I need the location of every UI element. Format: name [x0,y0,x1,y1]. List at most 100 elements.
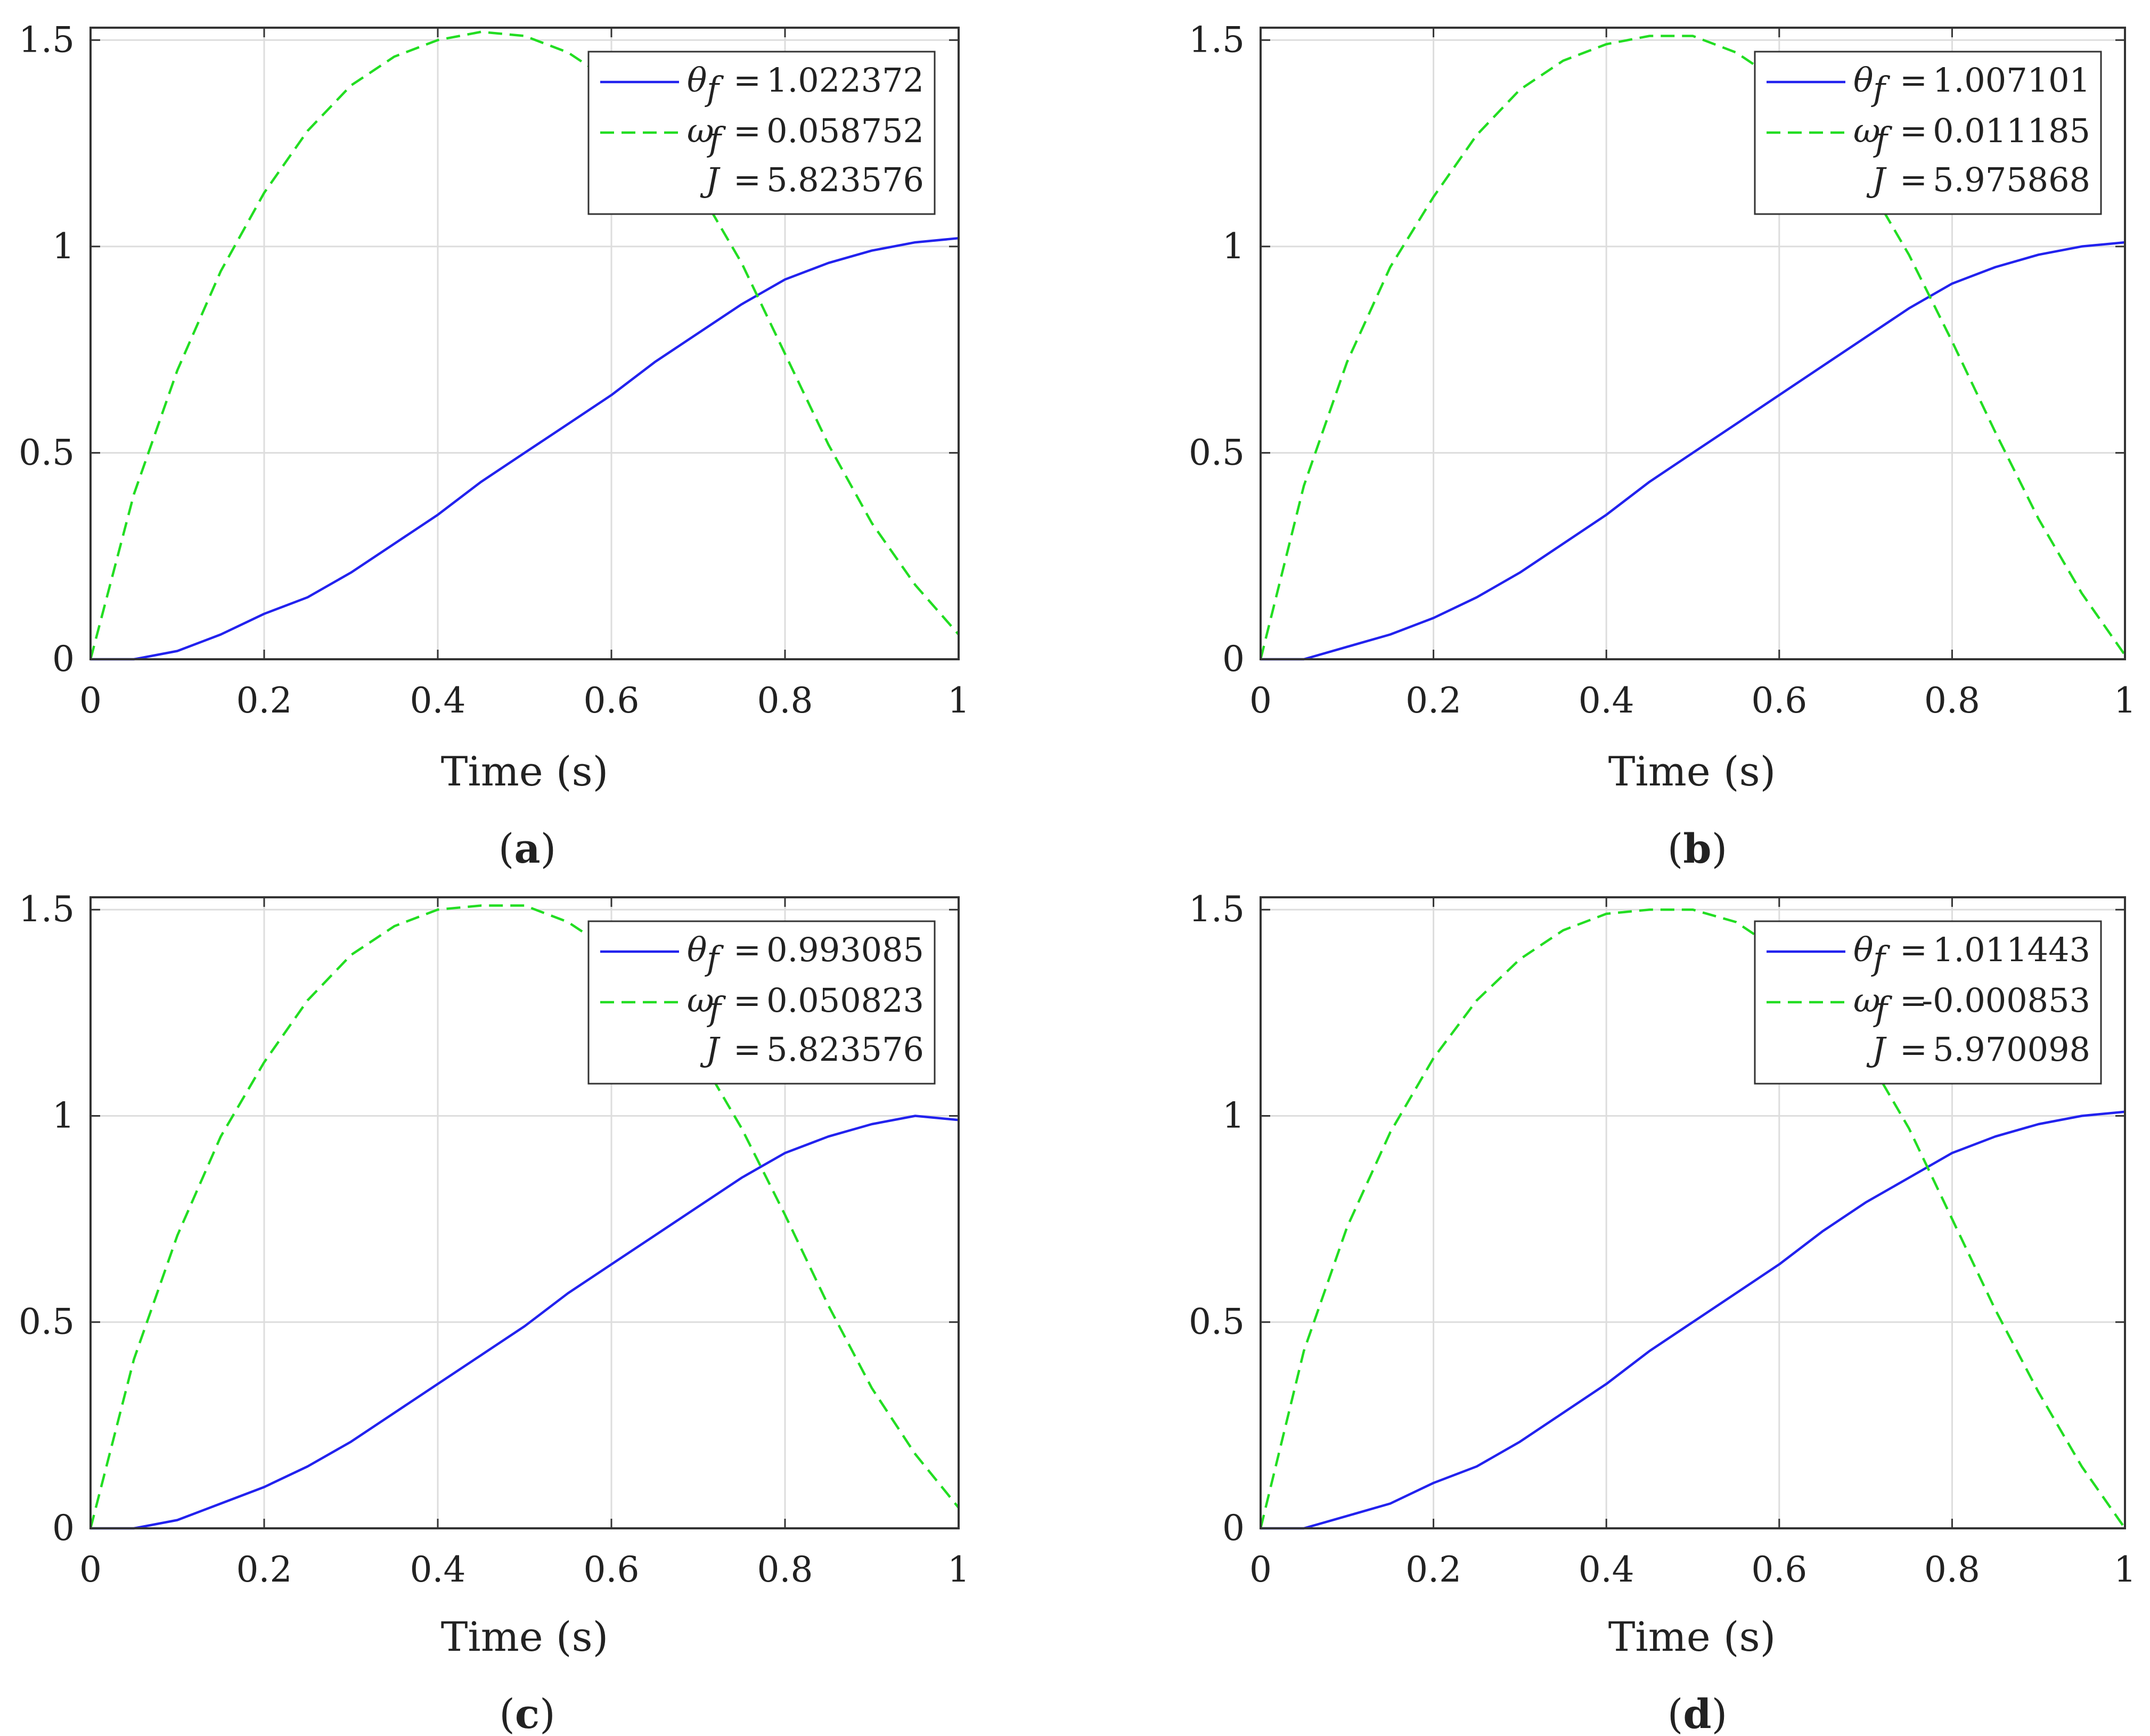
x-tick-label: 0.4 [410,680,466,721]
legend-theta-symbol: θ [687,61,707,100]
x-tick-label: 0.6 [1751,680,1807,721]
legend-j-value: 5.975868 [1933,160,2090,199]
legend-equals: = [1900,61,1927,100]
y-tick-label: 1 [1222,1095,1245,1136]
legend-omega-symbol: ω [687,111,714,150]
legend-equals: = [1900,930,1927,969]
legend-theta-symbol: θ [687,930,707,969]
y-tick-label: 0 [52,1508,75,1549]
legend-j-value: 5.823576 [766,1030,924,1069]
panel-caption-letter: b [1683,825,1711,872]
legend-theta-value: 0.993085 [766,930,924,969]
legend-omega-symbol: ω [1853,981,1881,1020]
x-axis-title: Time (s) [1608,1613,1776,1660]
legend-omega-symbol: ω [687,981,714,1020]
legend-equals: = [1900,111,1927,150]
x-tick-label: 0.6 [584,680,640,721]
legend-equals: = [733,930,761,969]
y-tick-label: 1.5 [1189,889,1245,930]
y-tick-label: 1.5 [19,19,75,60]
y-tick-label: 1 [1222,226,1245,267]
y-tick-label: 0 [52,638,75,679]
theta-series-line [1261,241,2126,661]
x-tick-label: 0.2 [1405,680,1461,721]
legend-theta-symbol: θ [1853,930,1873,969]
x-tick-label: 0.8 [1924,1549,1980,1590]
legend-equals: = [733,981,761,1020]
legend-equals: = [1900,981,1927,1020]
x-tick-label: 0.4 [1579,1549,1634,1590]
y-tick-label: 1 [52,1095,75,1136]
panel-caption-letter: c [515,1690,539,1736]
legend-omega-value: -0.000853 [1922,981,2090,1020]
legend-omega-value: 0.011185 [1933,111,2090,150]
legend-equals: = [1900,160,1927,199]
legend-omega-value: 0.050823 [766,981,924,1020]
x-tick-label: 0 [79,680,102,721]
legend-equals: = [1900,1030,1927,1069]
panel-caption-letter: d [1683,1690,1711,1736]
legend-omega-symbol: ω [1853,111,1881,150]
legend-equals: = [733,1030,761,1069]
panel-caption-letter: a [514,825,540,872]
axes-frame [1260,896,2126,1529]
legend-theta-value: 1.007101 [1933,61,2090,100]
legend-theta-value: 1.022372 [766,61,924,100]
panel-caption: (c) [499,1690,555,1736]
x-axis-title: Time (s) [441,1613,609,1660]
x-tick-label: 0.2 [1405,1549,1461,1590]
x-tick-label: 0.8 [757,680,813,721]
theta-series-line [1261,1110,2126,1530]
x-tick-label: 1 [2114,680,2136,721]
x-axis-title: Time (s) [441,748,609,795]
x-tick-label: 0.6 [584,1549,640,1590]
axes-frame [1260,27,2126,660]
x-tick-label: 1 [947,1549,970,1590]
x-tick-label: 0.4 [1579,680,1634,721]
x-tick-label: 1 [2114,1549,2136,1590]
y-tick-label: 1.5 [19,889,75,930]
legend-theta-symbol: θ [1853,61,1873,100]
y-tick-label: 0.5 [19,432,75,473]
legend-j-value: 5.970098 [1933,1030,2090,1069]
legend-equals: = [733,61,761,100]
y-tick-label: 0.5 [1189,432,1245,473]
legend-equals: = [733,160,761,199]
omega-series-line [89,904,960,1529]
y-tick-label: 0.5 [19,1301,75,1342]
x-tick-label: 1 [947,680,970,721]
panel-caption: (b) [1667,825,1727,872]
y-tick-label: 0 [1222,1508,1245,1549]
omega-series-line [1259,35,2126,660]
y-tick-label: 0.5 [1189,1301,1245,1342]
axes-frame [89,896,960,1529]
theta-series-line [91,1115,959,1530]
panel-caption: (d) [1667,1690,1727,1736]
legend-j-value: 5.823576 [766,160,924,199]
legend-omega-value: 0.058752 [766,111,924,150]
x-axis-title: Time (s) [1608,748,1776,795]
theta-series-line [91,237,959,661]
x-tick-label: 0.6 [1751,1549,1807,1590]
y-tick-label: 0 [1222,638,1245,679]
x-tick-label: 0.8 [1924,680,1980,721]
y-tick-label: 1.5 [1189,19,1245,60]
x-tick-label: 0.8 [757,1549,813,1590]
x-tick-label: 0.2 [236,680,292,721]
panel-caption: (a) [498,825,557,872]
legend-equals: = [733,111,761,150]
x-tick-label: 0 [1249,1549,1272,1590]
x-tick-label: 0 [1249,680,1272,721]
x-tick-label: 0.2 [236,1549,292,1590]
legend-theta-value: 1.011443 [1933,930,2090,969]
y-tick-label: 1 [52,226,75,267]
